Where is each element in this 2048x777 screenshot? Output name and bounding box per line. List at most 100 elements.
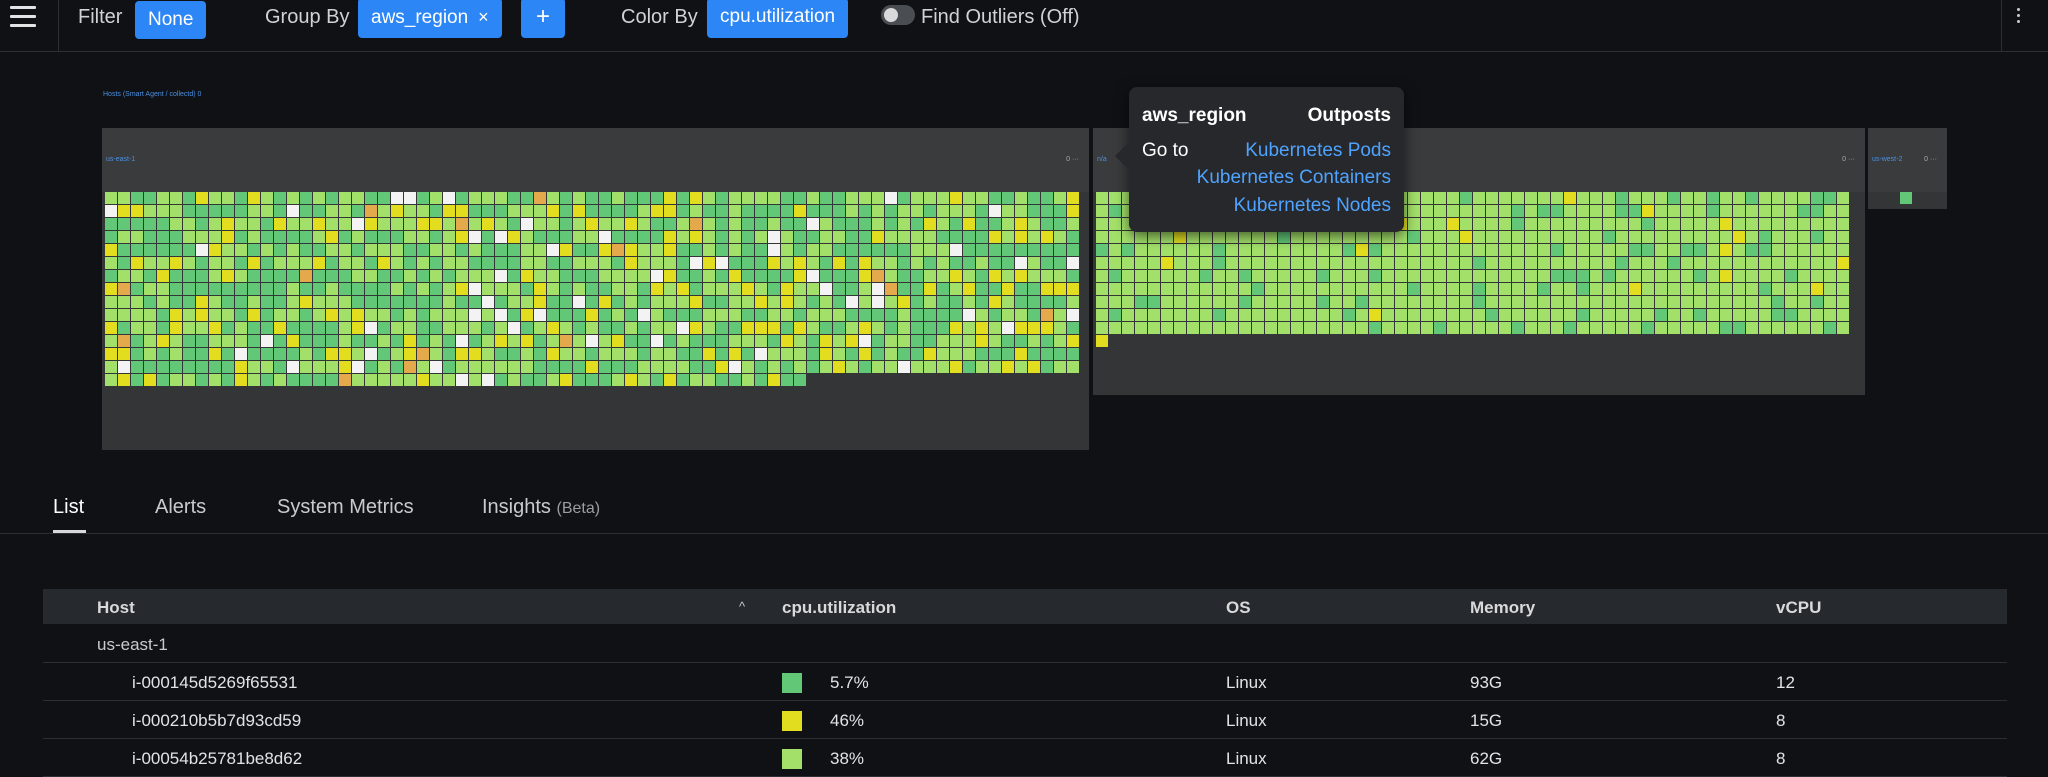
host-cell[interactable] bbox=[1694, 205, 1706, 217]
host-cell[interactable] bbox=[807, 270, 819, 282]
host-cell[interactable] bbox=[625, 205, 637, 217]
host-cell[interactable] bbox=[1811, 205, 1823, 217]
host-cell[interactable] bbox=[963, 205, 975, 217]
host-cell[interactable] bbox=[651, 270, 663, 282]
host-cell[interactable] bbox=[872, 218, 884, 230]
host-cell[interactable] bbox=[1525, 283, 1537, 295]
host-cell[interactable] bbox=[1002, 309, 1014, 321]
host-cell[interactable] bbox=[833, 309, 845, 321]
host-cell[interactable] bbox=[118, 218, 130, 230]
host-cell[interactable] bbox=[1015, 322, 1027, 334]
host-cell[interactable] bbox=[625, 335, 637, 347]
host-cell[interactable] bbox=[846, 218, 858, 230]
host-cell[interactable] bbox=[1041, 205, 1053, 217]
host-cell[interactable] bbox=[976, 192, 988, 204]
host-cell[interactable] bbox=[274, 257, 286, 269]
host-cell[interactable] bbox=[742, 192, 754, 204]
host-cell[interactable] bbox=[677, 192, 689, 204]
host-cell[interactable] bbox=[1067, 205, 1079, 217]
host-cell[interactable] bbox=[521, 361, 533, 373]
host-cell[interactable] bbox=[1759, 205, 1771, 217]
host-cell[interactable] bbox=[989, 231, 1001, 243]
host-cell[interactable] bbox=[1421, 205, 1433, 217]
host-cell[interactable] bbox=[768, 270, 780, 282]
host-cell[interactable] bbox=[937, 348, 949, 360]
host-cell[interactable] bbox=[482, 257, 494, 269]
host-cell[interactable] bbox=[1564, 322, 1576, 334]
host-cell[interactable] bbox=[859, 361, 871, 373]
host-cell[interactable] bbox=[1785, 322, 1797, 334]
host-cell[interactable] bbox=[976, 257, 988, 269]
host-cell[interactable] bbox=[443, 231, 455, 243]
host-cell[interactable] bbox=[898, 348, 910, 360]
host-cell[interactable] bbox=[1759, 192, 1771, 204]
host-cell[interactable] bbox=[833, 335, 845, 347]
host-cell[interactable] bbox=[1291, 322, 1303, 334]
host-cell[interactable] bbox=[313, 335, 325, 347]
host-cell[interactable] bbox=[1265, 309, 1277, 321]
host-cell[interactable] bbox=[1655, 257, 1667, 269]
host-cell[interactable] bbox=[339, 205, 351, 217]
host-cell[interactable] bbox=[638, 192, 650, 204]
host-cell[interactable] bbox=[1002, 270, 1014, 282]
host-cell[interactable] bbox=[1330, 322, 1342, 334]
host-cell[interactable] bbox=[677, 244, 689, 256]
host-cell[interactable] bbox=[378, 192, 390, 204]
host-cell[interactable] bbox=[976, 205, 988, 217]
host-cell[interactable] bbox=[677, 322, 689, 334]
host-cell[interactable] bbox=[326, 348, 338, 360]
host-cell[interactable] bbox=[1252, 231, 1264, 243]
host-cell[interactable] bbox=[183, 205, 195, 217]
host-cell[interactable] bbox=[1015, 348, 1027, 360]
host-cell[interactable] bbox=[1109, 205, 1121, 217]
host-cell[interactable] bbox=[313, 309, 325, 321]
host-cell[interactable] bbox=[430, 335, 442, 347]
host-cell[interactable] bbox=[1720, 309, 1732, 321]
host-cell[interactable] bbox=[1265, 231, 1277, 243]
host-cell[interactable] bbox=[950, 361, 962, 373]
host-cell[interactable] bbox=[1148, 257, 1160, 269]
host-cell[interactable] bbox=[1002, 192, 1014, 204]
host-cell[interactable] bbox=[118, 270, 130, 282]
host-cell[interactable] bbox=[885, 205, 897, 217]
host-cell[interactable] bbox=[1447, 231, 1459, 243]
host-cell[interactable] bbox=[703, 270, 715, 282]
host-cell[interactable] bbox=[1824, 205, 1836, 217]
host-cell[interactable] bbox=[274, 231, 286, 243]
host-cell[interactable] bbox=[456, 231, 468, 243]
host-cell[interactable] bbox=[1733, 283, 1745, 295]
host-cell[interactable] bbox=[534, 283, 546, 295]
host-cell[interactable] bbox=[1174, 231, 1186, 243]
host-cell[interactable] bbox=[521, 218, 533, 230]
host-cell[interactable] bbox=[443, 192, 455, 204]
host-cell[interactable] bbox=[729, 257, 741, 269]
host-cell[interactable] bbox=[1200, 257, 1212, 269]
host-cell[interactable] bbox=[547, 192, 559, 204]
host-cell[interactable] bbox=[469, 309, 481, 321]
host-cell[interactable] bbox=[248, 257, 260, 269]
host-cell[interactable] bbox=[976, 244, 988, 256]
host-cell[interactable] bbox=[1668, 231, 1680, 243]
host-cell[interactable] bbox=[1629, 218, 1641, 230]
host-cell[interactable] bbox=[365, 257, 377, 269]
host-cell[interactable] bbox=[287, 283, 299, 295]
host-cell[interactable] bbox=[1772, 257, 1784, 269]
host-cell[interactable] bbox=[1837, 322, 1849, 334]
host-cell[interactable] bbox=[1616, 218, 1628, 230]
host-cell[interactable] bbox=[235, 244, 247, 256]
host-cell[interactable] bbox=[807, 335, 819, 347]
host-cell[interactable] bbox=[1746, 257, 1758, 269]
host-cell[interactable] bbox=[1798, 322, 1810, 334]
host-cell[interactable] bbox=[846, 309, 858, 321]
host-cell[interactable] bbox=[1499, 296, 1511, 308]
host-cell[interactable] bbox=[1900, 192, 1912, 204]
host-cell[interactable] bbox=[495, 361, 507, 373]
host-cell[interactable] bbox=[911, 322, 923, 334]
host-cell[interactable] bbox=[508, 270, 520, 282]
host-cell[interactable] bbox=[1694, 283, 1706, 295]
host-cell[interactable] bbox=[820, 192, 832, 204]
host-cell[interactable] bbox=[170, 361, 182, 373]
host-cell[interactable] bbox=[560, 205, 572, 217]
host-cell[interactable] bbox=[365, 322, 377, 334]
host-cell[interactable] bbox=[417, 309, 429, 321]
